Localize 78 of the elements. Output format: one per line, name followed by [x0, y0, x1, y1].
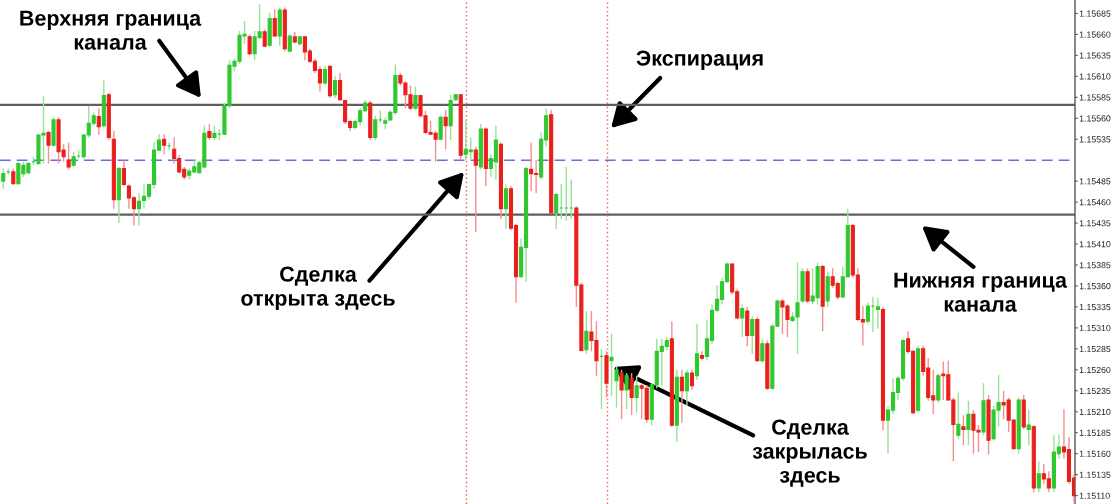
annotation: Верхняя граница канала	[20, 10, 202, 50]
y-tick-label: 1.15635	[1079, 52, 1111, 59]
candlestick	[322, 64, 328, 87]
y-tick-label: 1.15410	[1079, 241, 1111, 248]
y-tick-label: 1.15460	[1079, 199, 1111, 206]
y-tick-label: 1.15310	[1079, 324, 1111, 332]
y-tick-label: 1.15385	[1079, 262, 1111, 269]
candlestick	[760, 338, 765, 364]
candlestick	[468, 136, 473, 161]
candlestick	[624, 372, 629, 410]
candlestick	[162, 133, 167, 155]
candlestick	[679, 369, 684, 424]
candlestick	[317, 65, 323, 93]
candlestick	[438, 115, 443, 141]
candlestick	[1046, 470, 1051, 493]
y-tick-label: 1.15560	[1079, 115, 1111, 122]
candlestick	[865, 302, 870, 325]
candlestick	[126, 183, 132, 210]
y-tick-label: 1.15585	[1079, 94, 1111, 101]
candlestick	[332, 75, 338, 99]
candlestick	[619, 369, 624, 420]
candlestick	[634, 374, 639, 414]
candlestick	[699, 350, 705, 362]
y-tick-label: 1.15210	[1079, 408, 1111, 416]
candlestick	[343, 99, 348, 125]
candlestick	[443, 109, 448, 150]
candlestick	[493, 125, 498, 181]
candlestick	[554, 192, 559, 230]
annotation: Нижняя граница канала	[894, 272, 1068, 312]
annotation: Сделка открыта здесь	[241, 266, 395, 311]
candlestick	[1026, 409, 1031, 446]
candlestick	[875, 297, 881, 330]
candlestick	[629, 372, 634, 416]
candlestick	[694, 323, 700, 381]
y-tick-label: 1.15235	[1079, 387, 1111, 395]
y-tick-label: 1.15160	[1079, 450, 1111, 457]
candlestick	[689, 369, 695, 391]
candlestick	[66, 141, 71, 171]
candlestick	[614, 364, 619, 409]
candlestick	[609, 333, 614, 397]
candlestick	[529, 141, 534, 192]
candlestick	[1036, 460, 1041, 493]
y-tick-label: 1.15110	[1079, 492, 1110, 499]
annotation: Сделка закрылась здесь	[752, 419, 867, 487]
y-tick-label: 1.15685	[1079, 10, 1111, 17]
y-tick-label: 1.15360	[1079, 283, 1111, 290]
candlestick	[966, 400, 971, 446]
y-tick-label: 1.15260	[1079, 366, 1111, 374]
candlestick	[956, 391, 961, 440]
candlestick	[272, 8, 277, 38]
y-tick-label: 1.15285	[1079, 345, 1111, 353]
candlestick	[1, 167, 6, 190]
y-tick-label: 1.15610	[1079, 73, 1111, 80]
annotation: Экспирация	[636, 50, 763, 71]
candlestick	[941, 360, 946, 401]
candlestick	[750, 315, 755, 355]
candlestick	[247, 33, 252, 57]
candlestick	[584, 310, 589, 355]
candlestick	[121, 159, 126, 187]
y-tick-label: 1.15660	[1079, 31, 1111, 38]
candlestick	[136, 192, 142, 227]
candlestick	[141, 183, 147, 210]
y-tick-label: 1.15185	[1079, 429, 1111, 436]
candlestick	[373, 115, 378, 141]
y-tick-label: 1.15535	[1079, 136, 1111, 143]
candlestick	[46, 130, 51, 165]
candlestick	[740, 303, 745, 338]
candlestick	[503, 183, 509, 230]
y-tick-label: 1.15435	[1079, 220, 1111, 227]
candlestick	[684, 369, 689, 407]
candlestick	[338, 72, 343, 102]
y-tick-label: 1.15485	[1079, 178, 1111, 185]
candlestick	[473, 146, 478, 233]
candlestick	[961, 414, 966, 446]
y-tick-label: 1.15135	[1079, 471, 1111, 478]
candlestick	[413, 85, 418, 111]
y-tick-label: 1.15335	[1079, 303, 1111, 311]
candlestick	[96, 107, 101, 136]
